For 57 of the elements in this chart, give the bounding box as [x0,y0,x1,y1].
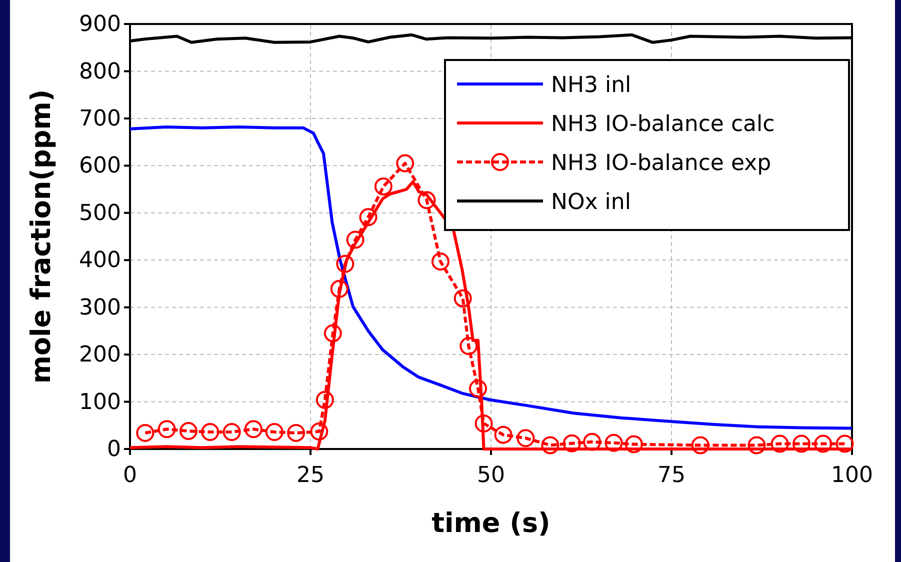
y-tick-label: 300 [79,295,121,320]
x-tick-label: 100 [831,463,873,488]
x-tick-label: 50 [477,463,505,488]
point [158,420,176,438]
legend-label: NH3 IO-balance calc [551,112,775,137]
point [396,154,414,172]
y-tick-label: 900 [79,12,121,38]
y-tick-label: 600 [79,154,121,179]
point [179,422,198,440]
y-tick-label: 200 [79,342,121,368]
y-tick-label: 400 [79,248,121,274]
y-tick-label: 100 [79,390,121,415]
point [265,423,284,441]
point [836,434,854,453]
y-tick-label: 500 [79,200,121,226]
point [583,432,602,451]
y-tick-label: 0 [107,437,121,462]
point [201,423,220,441]
point [748,436,766,454]
point [136,424,154,442]
point [541,436,560,454]
point [516,429,535,448]
point [359,208,378,226]
point [624,435,643,454]
legend-label: NH3 IO-balance exp [551,151,772,176]
x-axis-title: time (s) [432,508,550,539]
point [604,434,623,452]
point [244,420,262,438]
x-tick-label: 75 [658,463,686,488]
point [310,422,328,441]
point [324,324,342,342]
y-axis-title: mole fraction(ppm) [26,89,57,384]
point [454,289,472,308]
legend-label: NH3 inl [551,73,632,98]
x-tick-label: 25 [296,463,324,488]
point [336,254,354,273]
point [346,230,364,249]
point [431,252,450,271]
point [469,380,488,398]
point [316,390,334,409]
point [287,424,306,442]
legend-label: NOx inl [551,190,631,215]
point [494,426,512,444]
point [222,423,241,441]
point [770,434,789,453]
point [814,434,832,453]
point [474,414,493,432]
point [562,434,581,452]
point [691,436,710,454]
point [792,434,810,453]
point [330,280,348,298]
point [374,177,392,196]
point [460,337,478,356]
y-tick-label: 800 [79,59,121,84]
point [418,191,436,210]
y-tick-label: 700 [79,106,121,132]
x-tick-label: 0 [123,463,137,488]
